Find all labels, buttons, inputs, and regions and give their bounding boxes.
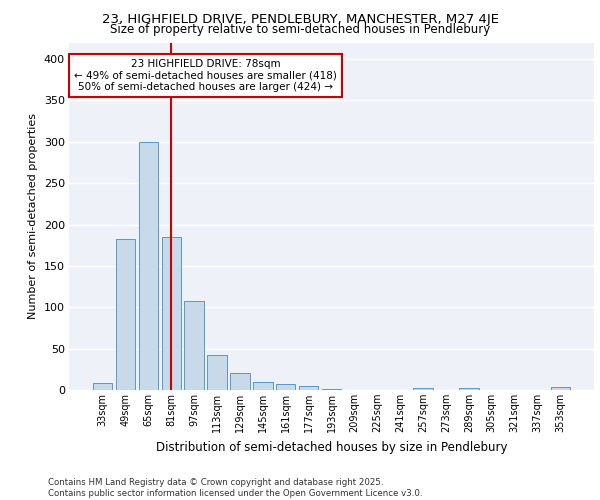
Text: Contains HM Land Registry data © Crown copyright and database right 2025.
Contai: Contains HM Land Registry data © Crown c… <box>48 478 422 498</box>
Text: 23, HIGHFIELD DRIVE, PENDLEBURY, MANCHESTER, M27 4JE: 23, HIGHFIELD DRIVE, PENDLEBURY, MANCHES… <box>101 12 499 26</box>
Bar <box>161 237 181 390</box>
Bar <box>139 142 158 390</box>
Bar <box>551 386 570 390</box>
Bar <box>208 355 227 390</box>
Y-axis label: Number of semi-detached properties: Number of semi-detached properties <box>28 114 38 320</box>
Bar <box>299 386 319 390</box>
Bar <box>459 388 479 390</box>
Text: 23 HIGHFIELD DRIVE: 78sqm
← 49% of semi-detached houses are smaller (418)
50% of: 23 HIGHFIELD DRIVE: 78sqm ← 49% of semi-… <box>74 59 337 92</box>
Text: Size of property relative to semi-detached houses in Pendlebury: Size of property relative to semi-detach… <box>110 22 490 36</box>
Bar <box>322 389 341 390</box>
Bar <box>276 384 295 390</box>
Bar <box>93 384 112 390</box>
Bar <box>230 374 250 390</box>
X-axis label: Distribution of semi-detached houses by size in Pendlebury: Distribution of semi-detached houses by … <box>156 440 507 454</box>
Bar <box>253 382 272 390</box>
Bar <box>413 388 433 390</box>
Bar <box>116 238 135 390</box>
Bar <box>184 302 204 390</box>
